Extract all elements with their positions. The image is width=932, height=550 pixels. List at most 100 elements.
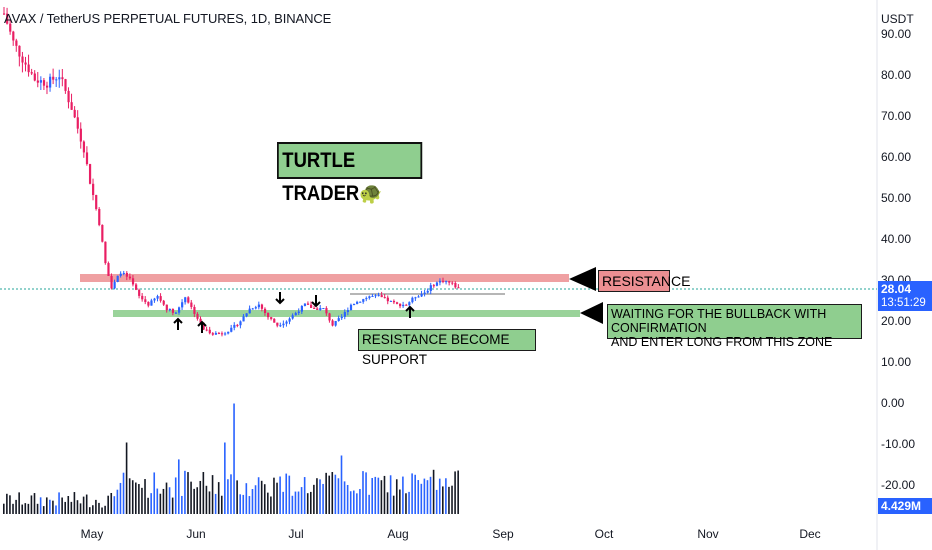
arrow-up-icon	[173, 317, 183, 330]
candle-body	[270, 317, 273, 319]
candle-body	[159, 296, 162, 301]
volume-bar	[279, 476, 281, 514]
volume-bar	[276, 482, 278, 514]
candle-body	[313, 307, 316, 309]
volume-bar	[193, 488, 195, 514]
volume-bar	[95, 499, 97, 514]
candle-body	[6, 13, 9, 24]
candle-body	[322, 308, 325, 310]
candle-body	[138, 289, 141, 296]
volume-bar	[61, 497, 63, 514]
volume-bar	[227, 479, 229, 514]
volume-bar	[3, 503, 5, 514]
volume-bar	[371, 478, 373, 514]
countdown-tag: 13:51:29	[878, 296, 932, 311]
candle-body	[76, 117, 79, 129]
candle-body	[337, 318, 340, 321]
resistance-zone	[80, 274, 569, 282]
candle-body	[405, 304, 408, 306]
candle-body	[58, 77, 61, 80]
candle-body	[359, 301, 362, 303]
volume-bar	[27, 503, 30, 514]
support-arrow-icon	[580, 302, 603, 324]
volume-bar	[156, 488, 159, 514]
waiting-label-line1: WAITING FOR THE BULLBACK WITH CONFIRMATI…	[611, 307, 827, 335]
candle-body	[45, 85, 49, 88]
volume-bar	[297, 491, 300, 514]
candle-body	[205, 329, 208, 331]
volume-bar	[224, 442, 226, 514]
candle-body	[417, 296, 420, 298]
price-tick-label: -10.00	[881, 437, 915, 451]
candle-body	[55, 79, 58, 81]
candle-body	[184, 297, 187, 303]
volume-bar	[49, 499, 51, 514]
candle-body	[402, 304, 405, 307]
volume-bar	[168, 487, 171, 514]
volume-bar	[254, 485, 257, 514]
candle-body	[454, 282, 457, 288]
candle-body	[227, 331, 230, 334]
volume-bar	[420, 483, 423, 514]
volume-bar	[24, 503, 27, 514]
price-tick-label: 70.00	[881, 109, 911, 123]
volume-bar	[214, 493, 217, 514]
volume-bar	[448, 486, 450, 514]
candle-body	[279, 325, 282, 327]
volume-bar	[408, 491, 410, 514]
candle-body	[98, 208, 101, 225]
candle-body	[49, 76, 52, 88]
candle-body	[162, 300, 165, 305]
candle-body	[285, 321, 288, 324]
candle-body	[104, 241, 107, 264]
volume-bar	[285, 473, 288, 514]
volume-bar	[282, 491, 284, 514]
volume-bar	[423, 478, 426, 514]
volume-bar	[426, 480, 429, 514]
volume-bar	[165, 482, 168, 514]
candle-body	[291, 315, 294, 319]
candle-body	[445, 281, 448, 283]
candle-body	[325, 308, 328, 314]
candle-body	[92, 183, 95, 196]
volume-bar	[211, 475, 214, 514]
turtle-trader-label: TURTLE TRADER🐢	[277, 142, 423, 205]
volume-bar	[236, 480, 238, 514]
candle-body	[141, 295, 144, 300]
candle-body	[392, 300, 396, 303]
candle-body	[156, 296, 159, 299]
candle-body	[135, 284, 138, 290]
candle-body	[276, 322, 279, 326]
candle-body	[177, 307, 181, 313]
time-tick-label: Oct	[595, 527, 614, 541]
volume-bar	[92, 505, 94, 514]
candle-body	[300, 305, 303, 312]
candle-body	[423, 292, 426, 294]
volume-bar	[52, 500, 54, 514]
volume-bar	[380, 480, 383, 514]
volume-bar	[331, 472, 334, 514]
candle-body	[438, 280, 442, 283]
candle-body	[251, 308, 254, 310]
volume-bar	[442, 486, 444, 514]
volume-tag: 4.429M	[878, 498, 932, 514]
price-tick-label: 40.00	[881, 232, 911, 246]
candle-body	[131, 278, 135, 285]
volume-bar	[334, 474, 337, 514]
candle-body	[273, 318, 276, 323]
candle-body	[67, 90, 70, 103]
volume-bar	[233, 403, 235, 514]
volume-bar	[116, 489, 119, 514]
candle-body	[153, 298, 156, 301]
volume-bar	[42, 506, 45, 514]
volume-bar	[184, 470, 186, 514]
candle-body	[331, 320, 334, 326]
candle-body	[368, 296, 371, 299]
candle-body	[30, 72, 33, 74]
candle-body	[42, 80, 46, 86]
candle-body	[211, 333, 214, 335]
volume-bar	[12, 503, 14, 514]
volume-bar	[208, 491, 211, 514]
candle-body	[310, 304, 313, 308]
